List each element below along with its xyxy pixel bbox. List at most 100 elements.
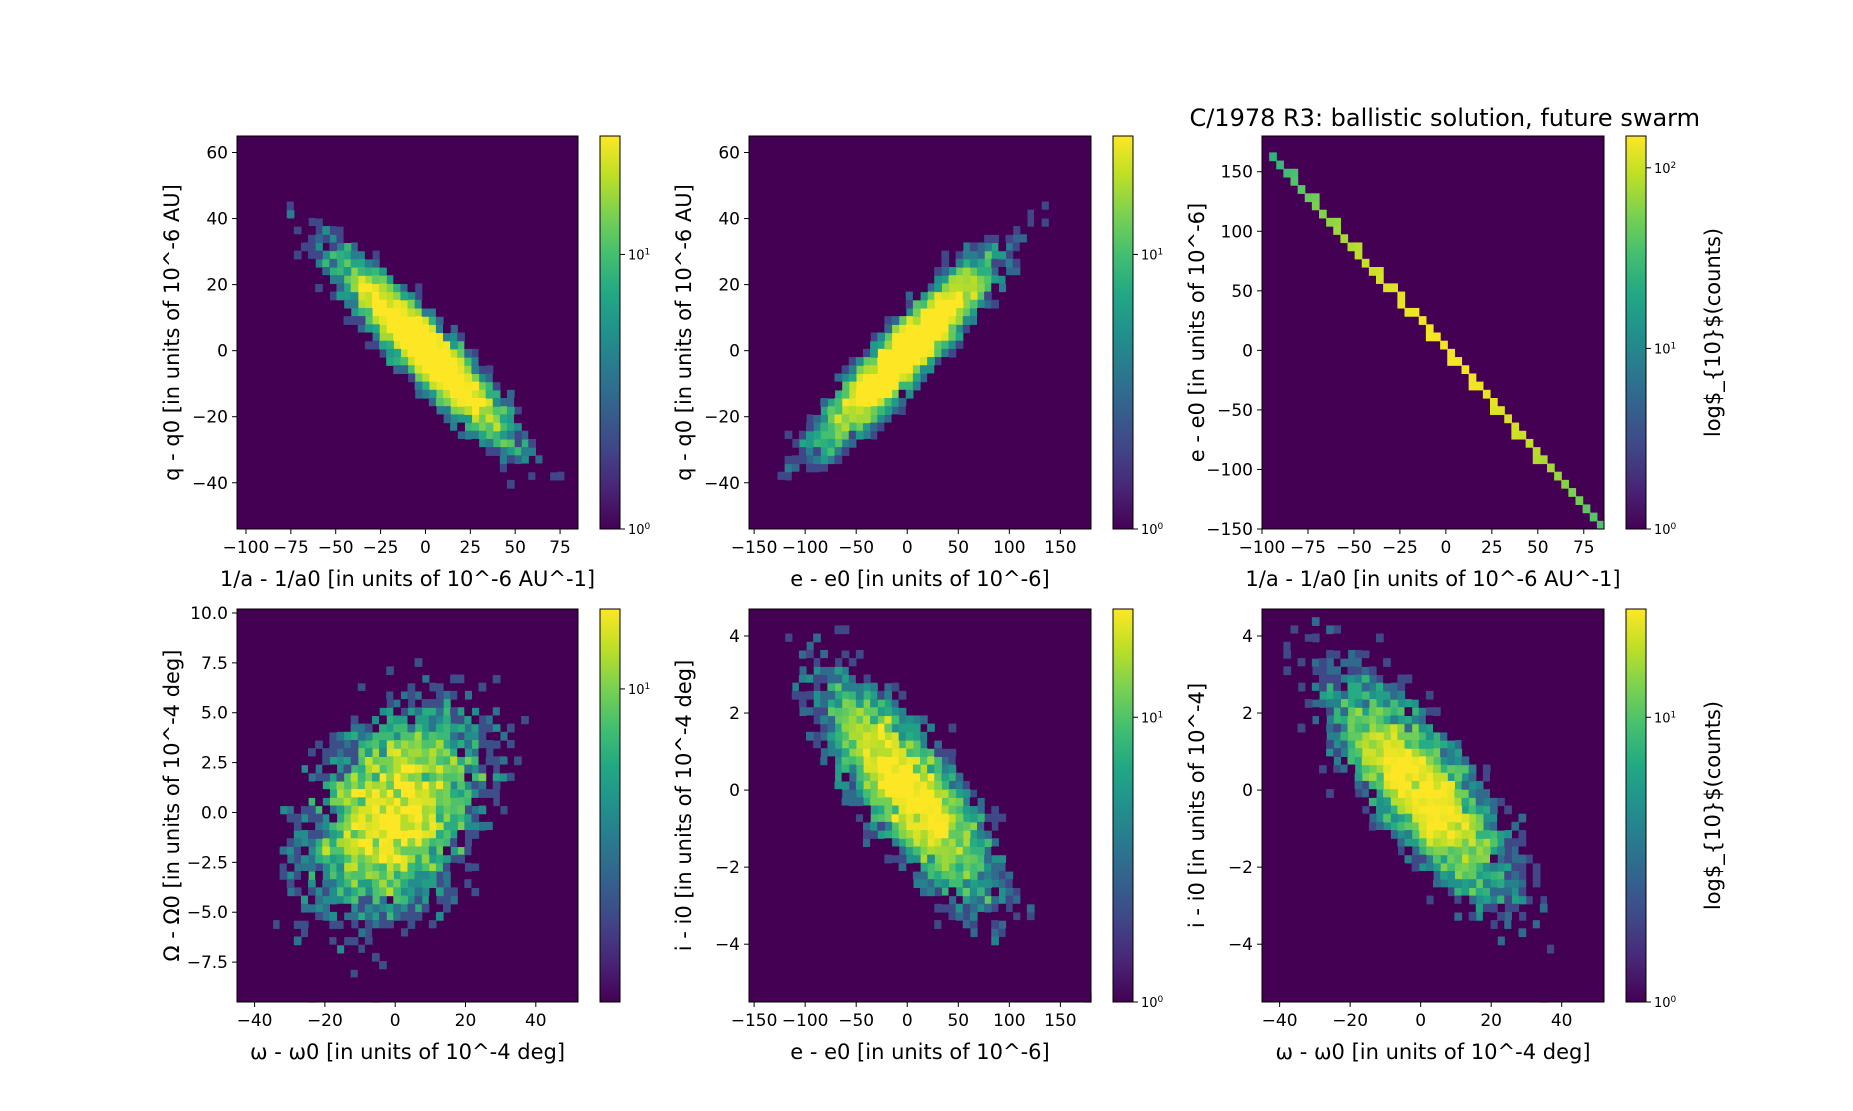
density-bin (784, 682, 793, 692)
colorbar (1625, 608, 1647, 1003)
density-bin (386, 316, 394, 325)
density-bin (357, 920, 366, 929)
density-bin (884, 862, 893, 872)
density-bin (1490, 854, 1498, 864)
density-bin (912, 772, 921, 782)
density-bin (421, 887, 430, 897)
density-bin (400, 748, 409, 757)
density-bin (1504, 846, 1512, 856)
density-bin (962, 789, 971, 798)
density-bin (870, 740, 878, 749)
density-bin (1568, 488, 1577, 497)
density-bin (1005, 862, 1014, 872)
density-bin (386, 658, 394, 667)
density-bin (471, 830, 480, 839)
density-bin (1333, 226, 1341, 235)
density-bin (1354, 690, 1363, 700)
density-bin (891, 846, 900, 856)
density-bin (457, 715, 465, 725)
density-bin (407, 658, 416, 667)
density-bin (1468, 813, 1477, 823)
density-bin (1490, 398, 1498, 407)
density-bin (1347, 641, 1356, 651)
density-bin (870, 830, 878, 839)
density-bin (1475, 879, 1484, 888)
density-bin (1404, 797, 1413, 807)
density-bin (927, 821, 935, 831)
density-bin (1368, 756, 1377, 766)
density-bin (1425, 813, 1434, 823)
density-bin (506, 479, 515, 489)
density-bin (386, 731, 394, 741)
density-bin (414, 299, 423, 309)
density-bin (891, 764, 900, 774)
density-bin (855, 821, 864, 831)
density-bin (905, 862, 914, 872)
density-bin (421, 674, 430, 684)
density-bin (884, 398, 893, 407)
density-bin (1019, 838, 1028, 848)
density-bin (1333, 731, 1341, 741)
density-bin (428, 756, 437, 766)
density-bin (813, 455, 821, 465)
density-bin (1511, 895, 1520, 905)
density-bin (870, 723, 878, 733)
density-bin (1347, 658, 1356, 667)
density-bin (920, 291, 928, 301)
density-bin (350, 944, 359, 954)
density-bin (371, 723, 380, 733)
density-bin (898, 764, 907, 774)
density-bin (898, 838, 907, 848)
density-bin (379, 764, 387, 774)
density-bin (877, 389, 885, 399)
density-bin (1433, 846, 1441, 856)
density-bin (1326, 740, 1334, 749)
density-bin (315, 830, 323, 839)
density-bin (1311, 617, 1320, 626)
density-bin (542, 479, 551, 489)
density-bin (884, 821, 893, 831)
density-bin (251, 168, 259, 178)
density-bin (492, 389, 501, 399)
density-bin (535, 463, 544, 473)
density-bin (927, 862, 935, 872)
density-bin (428, 348, 437, 358)
density-bin (393, 821, 401, 831)
density-bin (1333, 217, 1341, 227)
density-bin (450, 357, 458, 366)
density-bin (1447, 813, 1455, 823)
density-bin (428, 895, 437, 905)
density-bin (1504, 871, 1512, 880)
density-bin (1397, 291, 1406, 301)
density-bin (364, 772, 373, 782)
density-bin (386, 838, 394, 848)
density-bin (435, 723, 444, 733)
density-bin (806, 690, 814, 700)
density-bin (478, 447, 487, 456)
density-bin (841, 789, 850, 798)
density-bin (955, 332, 964, 342)
density-bin (834, 625, 843, 635)
density-bin (841, 690, 850, 700)
x-tick-label: −50 (1336, 538, 1372, 558)
density-bin (998, 895, 1007, 905)
density-bin (948, 299, 957, 309)
density-bin (357, 764, 366, 774)
density-bin (393, 699, 401, 708)
density-bin (934, 944, 942, 954)
density-bin (336, 723, 345, 733)
density-bin (393, 707, 401, 717)
density-bin (855, 666, 864, 676)
density-bin (485, 723, 494, 733)
density-bin (1518, 952, 1527, 962)
density-bin (827, 674, 836, 684)
density-bin (891, 398, 900, 407)
density-bin (272, 756, 281, 766)
density-bin (948, 830, 957, 839)
density-bin (535, 455, 544, 465)
density-bin (1454, 895, 1463, 905)
density-bin (1440, 748, 1448, 757)
density-bin (912, 348, 921, 358)
density-bin (1311, 666, 1320, 676)
density-bin (514, 821, 522, 831)
